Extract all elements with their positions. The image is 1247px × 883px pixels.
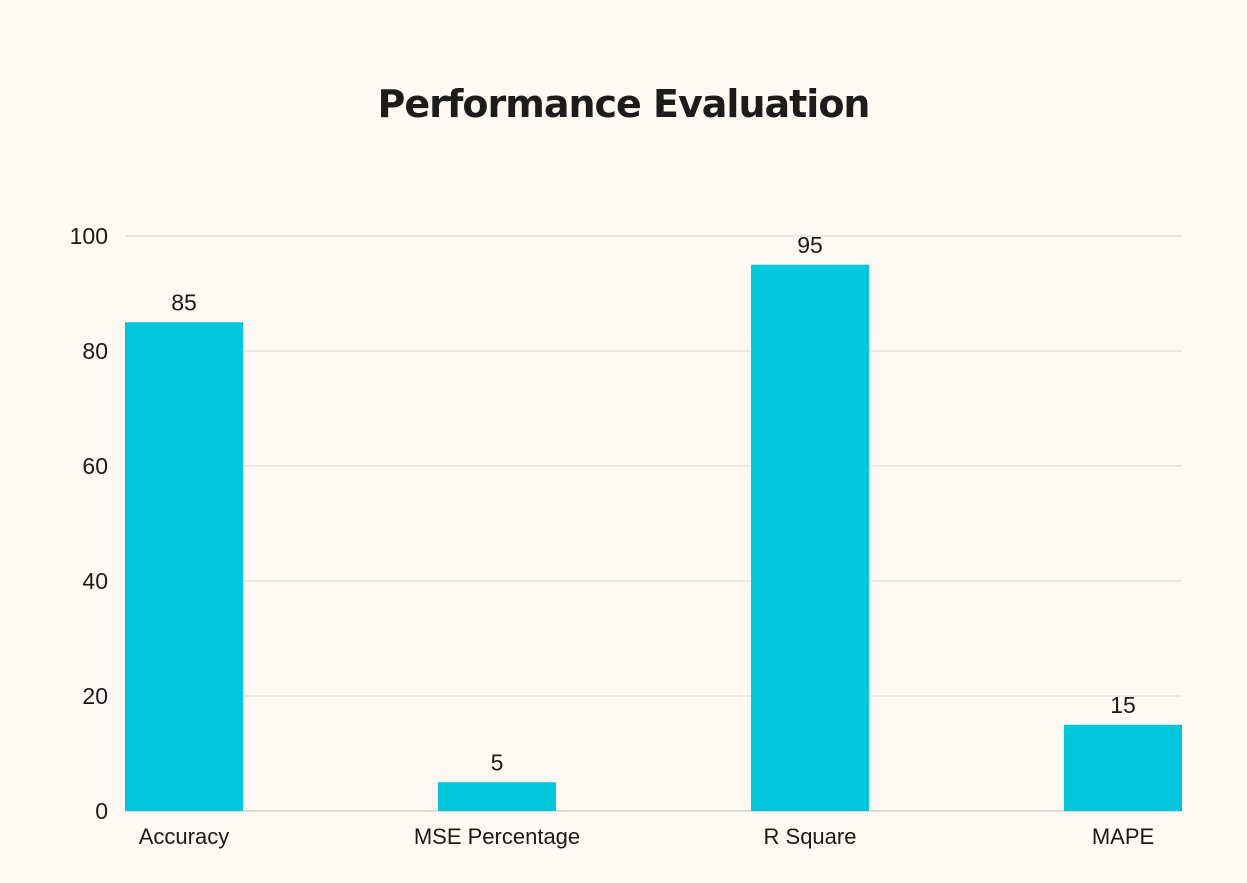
y-tick-label: 100 bbox=[70, 223, 108, 249]
data-label: 85 bbox=[171, 289, 197, 315]
y-tick-label: 60 bbox=[82, 453, 108, 479]
gridlines bbox=[125, 235, 1182, 812]
bar bbox=[125, 322, 243, 811]
data-label: 15 bbox=[1110, 692, 1136, 718]
data-labels: 85 5 95 15 bbox=[171, 232, 1136, 776]
x-category-label: MSE Percentage bbox=[414, 824, 580, 849]
bar bbox=[438, 782, 556, 811]
y-tick-label: 40 bbox=[82, 568, 108, 594]
x-category-label: Accuracy bbox=[139, 824, 229, 849]
chart-title: Performance Evaluation bbox=[377, 82, 870, 126]
data-label: 5 bbox=[491, 749, 504, 775]
bar bbox=[1064, 724, 1182, 811]
bar bbox=[751, 264, 869, 811]
x-category-label: R Square bbox=[764, 824, 857, 849]
data-label: 95 bbox=[797, 232, 823, 258]
y-tick-label: 20 bbox=[82, 683, 108, 709]
x-category-label: MAPE bbox=[1092, 824, 1154, 849]
y-tick-label: 0 bbox=[95, 798, 108, 824]
y-tick-label: 80 bbox=[82, 338, 108, 364]
x-axis-labels: Accuracy MSE Percentage R Square MAPE bbox=[139, 824, 1154, 849]
y-axis-ticks: 0 20 40 60 80 100 bbox=[70, 223, 108, 824]
bars bbox=[125, 264, 1182, 811]
